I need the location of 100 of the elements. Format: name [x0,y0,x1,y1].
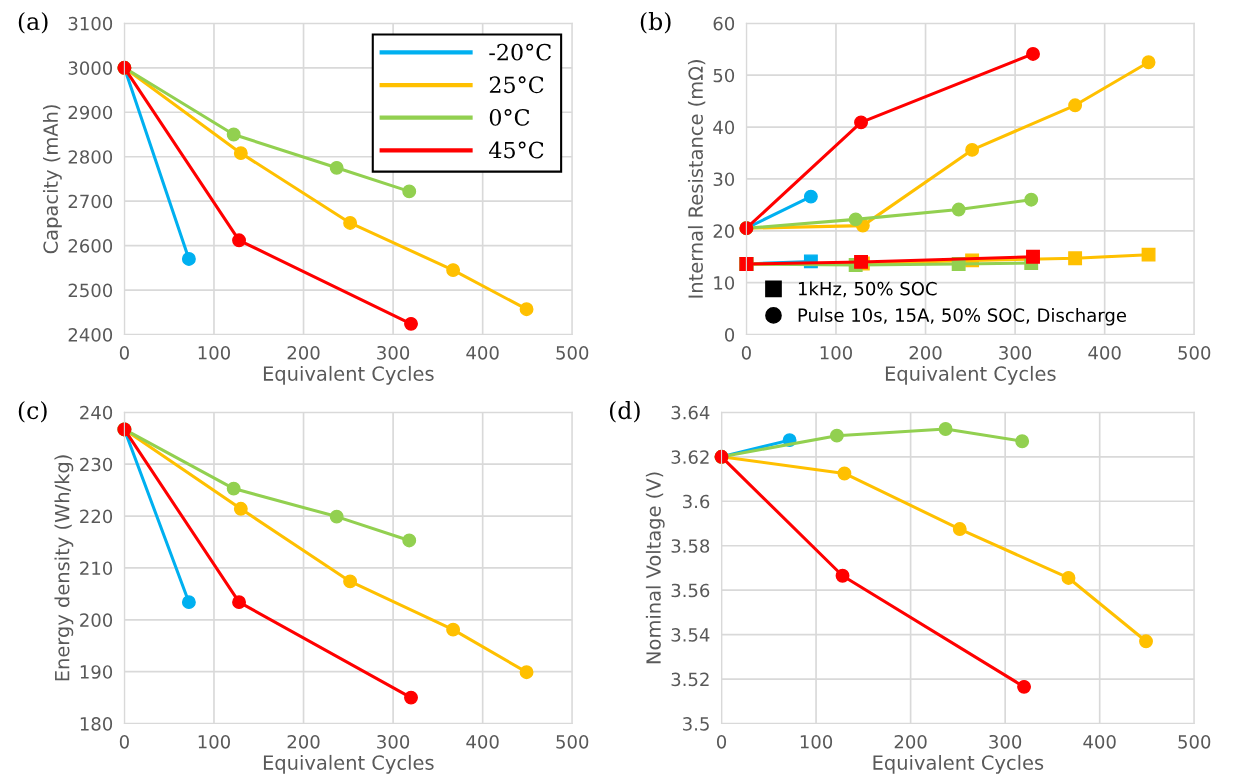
y-tick-label: 2600 [68,239,113,253]
y-tick-label: 3000 [68,61,113,75]
point [446,263,461,278]
chart-title: (a) [18,11,48,34]
point [402,533,417,548]
x-tick-label: 500 [556,734,589,749]
point [854,115,868,130]
point [446,622,461,637]
point [951,202,966,217]
point [232,233,246,248]
y-tick-label: 180 [80,717,113,731]
y-tick-label: 220 [80,509,113,524]
y-tick-label: 30 [713,172,735,187]
x-tick-label: 200 [287,734,320,749]
point [519,302,534,317]
point [329,160,344,175]
point [226,127,241,142]
point [1017,679,1032,694]
legend-label: 45°C [489,141,544,159]
x-tick-label: 100 [198,734,230,749]
y-tick-label: 2700 [68,194,113,209]
point [404,690,418,705]
x-tick-label: 500 [1178,345,1211,360]
point [1068,98,1083,113]
point [1139,634,1153,649]
x-tick-label: 300 [377,734,410,749]
point [404,316,418,331]
point [233,501,248,516]
y-tick-label: 190 [80,665,113,679]
x-tick-label: 200 [894,734,927,749]
y-tick-label: 60 [713,16,735,31]
y-tick-label: 50 [713,68,735,83]
y-tick-label: 3.6 [683,494,710,509]
point [1026,46,1040,61]
point [938,422,953,436]
point [1024,192,1039,207]
point [837,466,852,481]
x-tick-label: 400 [466,734,499,749]
y-tick-label: 40 [713,120,735,135]
y-tick-label: 2900 [68,105,113,120]
y-tick-label: 3.64 [671,405,710,420]
legend-label: 0°C [489,108,530,126]
x-tick-label: 300 [989,734,1022,749]
legend-label: 25°C [489,76,544,94]
point [181,595,196,610]
y-tick-label: 3.5 [683,717,709,731]
point [233,146,248,161]
y-tick-label: 0 [724,328,735,342]
x-tick-label: 500 [1178,734,1211,749]
y-tick-label: 2500 [68,283,113,298]
point [226,481,241,496]
annotation: 1kHz, 50% SOC [798,281,937,298]
point [1026,249,1040,264]
y-tick-label: 3.52 [671,672,709,687]
chart-title: (c) [18,400,47,423]
x-tick-label: 400 [466,345,499,360]
x-tick-label: 400 [1083,734,1116,749]
x-tick-label: 100 [198,345,230,360]
legend-label: -20°C [489,43,551,61]
y-tick-label: 3.54 [671,628,710,642]
point [329,509,344,524]
y-tick-label: 240 [80,405,113,420]
x-tick-label: 200 [909,345,942,360]
y-tick-label: 210 [80,561,113,576]
y-tick-label: 3.58 [671,539,710,553]
y-tick-label: 3.56 [671,583,710,598]
y-axis-title: Internal Resistance (mΩ) [687,60,706,298]
point [1068,251,1083,266]
point [1141,247,1156,262]
point [232,595,246,610]
x-tick-label: 0 [119,734,129,749]
point [829,428,844,443]
chart-title: (d) [609,400,640,423]
x-axis-title: Equivalent Cycles [263,754,434,774]
y-axis-title: Energy density (Wh/kg) [54,455,74,681]
y-tick-label: 2800 [68,150,113,164]
point [519,665,534,680]
y-axis-title: Capacity (mAh) [42,105,62,254]
point [343,574,358,589]
y-tick-label: 20 [713,224,735,238]
x-tick-label: 500 [556,345,589,360]
y-tick-label: 200 [80,613,113,627]
point [181,252,196,266]
point [803,189,818,204]
annotation: Pulse 10s, 15A, 50% SOC, Discharge [798,308,1127,326]
y-tick-label: 230 [80,457,113,472]
point [965,142,980,157]
x-tick-label: 400 [1088,345,1121,360]
x-axis-title: Equivalent Cycles [873,754,1044,774]
y-tick-label: 3.62 [671,450,709,464]
point [1141,55,1156,70]
point [848,212,863,227]
x-axis-title: Equivalent Cycles [263,365,434,385]
x-tick-label: 200 [287,345,320,360]
x-tick-label: 100 [800,734,833,749]
point [402,184,417,199]
point [952,522,967,536]
y-tick-label: 2400 [68,328,113,342]
x-tick-label: 0 [119,345,129,360]
x-tick-label: 300 [377,345,410,360]
